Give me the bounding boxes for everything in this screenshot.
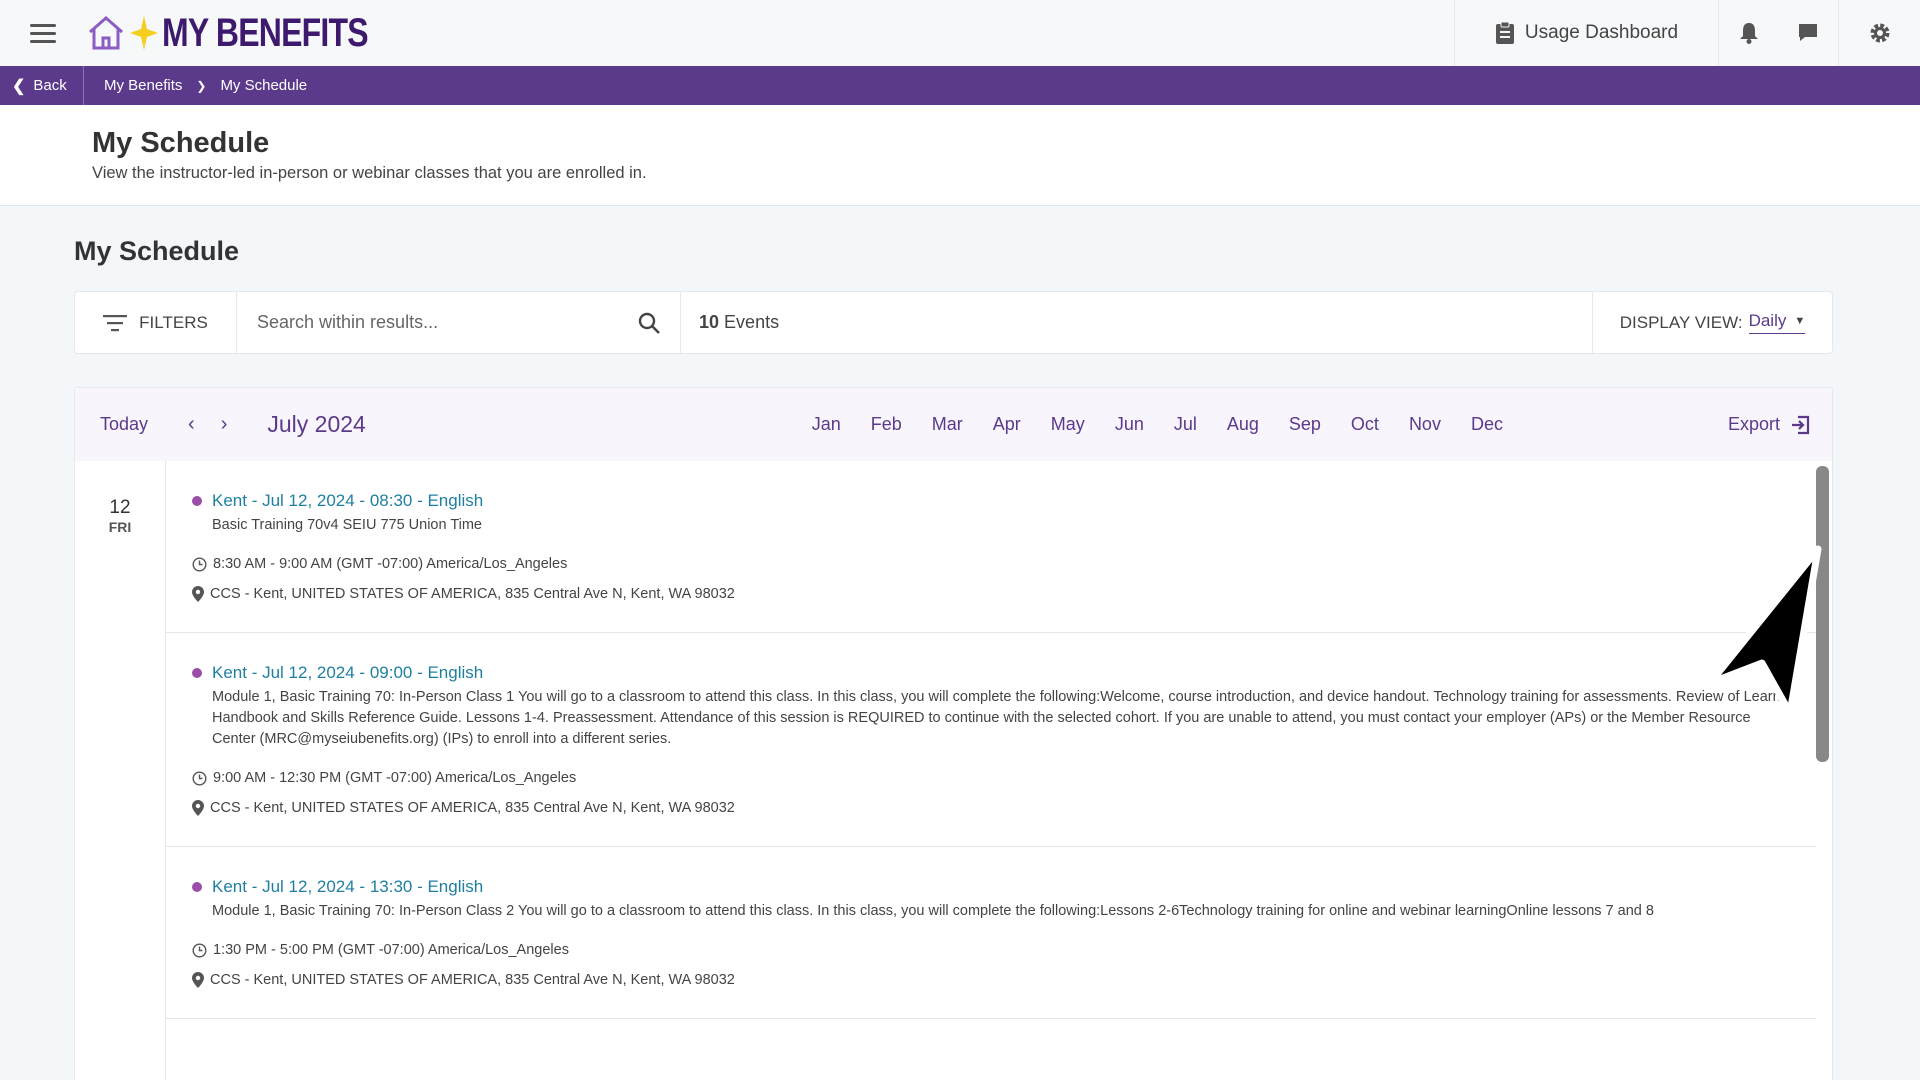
chevron-right-icon: ❯ xyxy=(196,78,207,93)
month-jul[interactable]: Jul xyxy=(1173,414,1197,434)
usage-dashboard-label: Usage Dashboard xyxy=(1524,22,1679,43)
month-mar[interactable]: Mar xyxy=(931,414,963,434)
export-icon xyxy=(1792,415,1810,434)
event-list: Kent - Jul 12, 2024 - 08:30 - English Ba… xyxy=(166,461,1816,1019)
mouse-cursor-icon xyxy=(1706,545,1822,717)
month-may[interactable]: May xyxy=(1050,414,1085,434)
day-name: FRI xyxy=(108,519,132,535)
clipboard-icon xyxy=(1495,21,1514,44)
display-view-dropdown[interactable]: Daily ▼ xyxy=(1748,311,1806,334)
bell-icon xyxy=(1739,23,1758,44)
search-icon[interactable] xyxy=(638,312,660,334)
month-aug[interactable]: Aug xyxy=(1226,414,1259,434)
calendar-header: Today ‹ › July 2024 Jan Feb Mar Apr May J… xyxy=(75,388,1832,461)
event-description: Module 1, Basic Training 70: In-Person C… xyxy=(212,689,1794,747)
filters-button[interactable]: FILTERS xyxy=(75,292,237,353)
event-dot-icon xyxy=(192,882,202,892)
month-dec[interactable]: Dec xyxy=(1470,414,1503,434)
clock-icon xyxy=(192,556,207,572)
notifications-button[interactable] xyxy=(1718,0,1778,66)
location-pin-icon xyxy=(192,972,204,988)
month-oct[interactable]: Oct xyxy=(1350,414,1379,434)
event-item: Kent - Jul 12, 2024 - 13:30 - English Mo… xyxy=(166,847,1816,1019)
back-label: Back xyxy=(33,77,67,94)
clock-icon xyxy=(192,770,207,786)
scrollbar[interactable] xyxy=(1816,466,1829,762)
search-input[interactable] xyxy=(257,312,638,333)
page-title: My Schedule xyxy=(92,127,270,159)
settings-button[interactable] xyxy=(1838,0,1920,66)
gear-icon xyxy=(1870,23,1889,43)
export-button[interactable]: Export xyxy=(1728,414,1810,435)
top-header: MY BENEFITS Usage Dashboard xyxy=(0,0,1920,66)
event-title: Kent - Jul 12, 2024 - 13:30 - English xyxy=(212,877,484,896)
section-title: My Schedule xyxy=(74,236,240,266)
event-time: 9:00 AM - 12:30 PM (GMT -07:00) America/… xyxy=(192,770,1796,786)
event-time: 8:30 AM - 9:00 AM (GMT -07:00) America/L… xyxy=(192,556,1796,572)
event-title-link[interactable]: Kent - Jul 12, 2024 - 13:30 - English xyxy=(192,877,1796,897)
location-pin-icon xyxy=(192,800,204,816)
filter-icon xyxy=(103,314,128,331)
page-subtitle: View the instructor-led in-person or web… xyxy=(92,164,647,182)
event-location: CCS - Kent, UNITED STATES OF AMERICA, 83… xyxy=(192,800,1796,816)
event-dot-icon xyxy=(192,668,202,678)
prev-month-icon[interactable]: ‹ xyxy=(188,413,195,435)
event-location: CCS - Kent, UNITED STATES OF AMERICA, 83… xyxy=(192,586,1796,602)
page-header: My Schedule View the instructor-led in-p… xyxy=(0,105,1920,206)
breadcrumb-my-schedule: My Schedule xyxy=(220,77,308,94)
event-dot-icon xyxy=(192,496,202,506)
today-button[interactable]: Today xyxy=(100,414,149,434)
event-title: Kent - Jul 12, 2024 - 08:30 - English xyxy=(212,491,484,510)
messages-button[interactable] xyxy=(1778,0,1838,66)
chevron-left-icon: ❮ xyxy=(12,77,26,95)
month-jan[interactable]: Jan xyxy=(811,414,841,434)
schedule-toolbar: FILTERS 10 Events DISPLAY VIEW: Daily ▼ xyxy=(74,291,1833,354)
event-title: Kent - Jul 12, 2024 - 09:00 - English xyxy=(212,663,484,682)
month-tabs: Jan Feb Mar Apr May Jun Jul Aug Sep Oct … xyxy=(797,414,1518,435)
event-count-label: Events xyxy=(724,312,780,332)
event-location: CCS - Kent, UNITED STATES OF AMERICA, 83… xyxy=(192,972,1796,988)
display-view-value: Daily xyxy=(1748,311,1787,330)
event-title-link[interactable]: Kent - Jul 12, 2024 - 09:00 - English xyxy=(192,663,1796,683)
month-feb[interactable]: Feb xyxy=(870,414,902,434)
display-view-label: DISPLAY VIEW: xyxy=(1619,312,1743,332)
usage-dashboard-button[interactable]: Usage Dashboard xyxy=(1454,0,1718,66)
back-button[interactable]: ❮ Back xyxy=(0,66,84,105)
search-box xyxy=(237,292,681,353)
breadcrumb-my-benefits[interactable]: My Benefits xyxy=(104,77,183,94)
sun-icon xyxy=(130,16,158,50)
month-jun[interactable]: Jun xyxy=(1114,414,1144,434)
breadcrumb: My Benefits ❯ My Schedule xyxy=(84,77,307,94)
event-description: Module 1, Basic Training 70: In-Person C… xyxy=(212,903,1654,919)
menu-icon[interactable] xyxy=(30,19,56,48)
current-month: July 2024 xyxy=(267,411,366,437)
display-view: DISPLAY VIEW: Daily ▼ xyxy=(1592,292,1832,353)
day-column: 12 FRI xyxy=(75,461,166,1080)
event-count-number: 10 xyxy=(699,312,720,332)
clock-icon xyxy=(192,942,207,958)
event-title-link[interactable]: Kent - Jul 12, 2024 - 08:30 - English xyxy=(192,491,1796,511)
calendar-panel: Today ‹ › July 2024 Jan Feb Mar Apr May J… xyxy=(74,387,1833,1080)
event-item: Kent - Jul 12, 2024 - 09:00 - English Mo… xyxy=(166,633,1816,847)
event-time: 1:30 PM - 5:00 PM (GMT -07:00) America/L… xyxy=(192,942,1796,958)
location-pin-icon xyxy=(192,586,204,602)
export-label: Export xyxy=(1727,414,1780,434)
caret-down-icon: ▼ xyxy=(1794,315,1806,327)
event-item: Kent - Jul 12, 2024 - 08:30 - English Ba… xyxy=(166,461,1816,633)
month-nov[interactable]: Nov xyxy=(1408,414,1441,434)
month-apr[interactable]: Apr xyxy=(992,414,1021,434)
logo[interactable]: MY BENEFITS xyxy=(86,11,419,56)
event-count: 10 Events xyxy=(681,312,1592,333)
logo-text: MY BENEFITS xyxy=(162,10,369,55)
next-month-icon[interactable]: › xyxy=(220,413,228,435)
breadcrumb-bar: ❮ Back My Benefits ❯ My Schedule xyxy=(0,66,1920,105)
chat-icon xyxy=(1799,24,1817,41)
month-sep[interactable]: Sep xyxy=(1288,414,1321,434)
filters-label: FILTERS xyxy=(139,312,208,332)
day-number: 12 xyxy=(109,497,131,518)
home-icon xyxy=(89,16,123,50)
event-description: Basic Training 70v4 SEIU 775 Union Time xyxy=(212,517,482,533)
